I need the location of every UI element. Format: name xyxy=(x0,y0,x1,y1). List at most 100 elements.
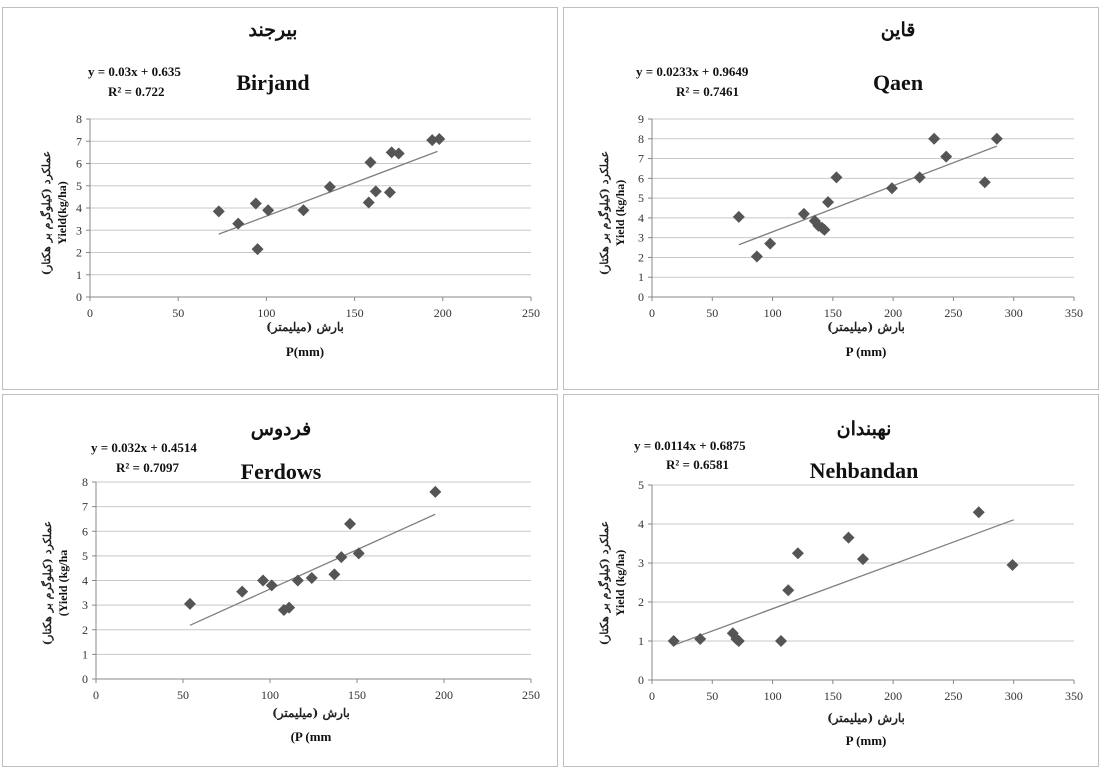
x-tick-label: 350 xyxy=(1065,689,1083,703)
trendline xyxy=(673,519,1014,646)
r-squared-label: R² = 0.722 xyxy=(108,84,164,99)
chart-title-fa: فردوس xyxy=(251,418,311,440)
trendline-equation: y = 0.032x + 0.4514 xyxy=(91,440,197,455)
y-tick-label: 5 xyxy=(82,549,88,563)
data-point xyxy=(913,171,926,184)
data-point xyxy=(732,635,745,647)
data-point xyxy=(283,601,296,614)
x-tick-label: 300 xyxy=(1005,306,1023,320)
data-point xyxy=(352,547,365,560)
data-point xyxy=(429,485,442,498)
y-tick-label: 3 xyxy=(638,231,644,245)
y-tick-label: 4 xyxy=(638,517,644,531)
data-point xyxy=(822,196,835,209)
y-tick-label: 3 xyxy=(76,223,82,237)
data-point xyxy=(249,197,262,210)
r-squared-label: R² = 0.7097 xyxy=(116,460,179,475)
y-tick-label: 4 xyxy=(638,211,644,225)
y-axis-label: Yield (kg/ha) xyxy=(613,180,627,247)
chart-panel-ferdows: فردوس Ferdows y = 0.032x + 0.4514 R² = 0.70… xyxy=(2,394,558,767)
data-point xyxy=(990,132,1003,145)
data-point xyxy=(694,633,707,646)
data-point xyxy=(750,250,763,263)
trendline xyxy=(189,513,436,626)
data-point xyxy=(775,635,788,647)
x-tick-label: 300 xyxy=(1005,689,1023,703)
y-axis-label-fa: عملکرد (کیلوگرم بر هکتار) xyxy=(40,521,54,646)
y-tick-label: 4 xyxy=(76,201,82,215)
data-point xyxy=(335,551,348,564)
data-point xyxy=(277,604,290,617)
x-axis-label: P (mm) xyxy=(846,733,887,748)
data-point xyxy=(797,207,810,220)
data-point xyxy=(364,156,377,169)
data-point xyxy=(183,597,196,610)
y-tick-label: 1 xyxy=(638,634,644,648)
x-tick-label: 250 xyxy=(522,688,540,702)
data-point xyxy=(297,204,310,217)
data-point xyxy=(830,171,843,184)
x-tick-label: 350 xyxy=(1065,306,1083,320)
y-axis-label-fa: عملکرد (کیلوگرم بر هکتار) xyxy=(597,151,611,276)
y-tick-label: 0 xyxy=(638,290,644,304)
x-tick-label: 50 xyxy=(172,306,184,320)
x-tick-label: 100 xyxy=(764,306,782,320)
chart-svg-ferdows: فردوس Ferdows y = 0.032x + 0.4514 R² = 0.70… xyxy=(40,418,540,744)
data-point xyxy=(383,186,396,199)
r-squared-label: R² = 0.6581 xyxy=(666,457,729,472)
data-point xyxy=(328,568,341,581)
x-tick-label: 150 xyxy=(824,689,842,703)
y-tick-label: 2 xyxy=(82,623,88,637)
y-axis-label-fa: عملکرد (کیلوگرم بر هکتار) xyxy=(597,521,611,646)
y-tick-label: 7 xyxy=(82,500,88,514)
y-tick-label: 8 xyxy=(638,132,644,146)
data-point xyxy=(978,176,991,189)
data-point xyxy=(928,132,941,145)
trendline-equation: y = 0.03x + 0.635 xyxy=(88,64,181,79)
x-axis-label-fa: بارش (میلیمتر) xyxy=(827,711,905,726)
y-tick-label: 6 xyxy=(82,524,88,538)
x-tick-label: 200 xyxy=(434,306,452,320)
x-tick-label: 200 xyxy=(884,689,902,703)
x-tick-label: 150 xyxy=(824,306,842,320)
data-point xyxy=(344,517,357,530)
y-tick-label: 0 xyxy=(82,672,88,686)
r-squared-label: R² = 0.7461 xyxy=(676,84,739,99)
y-tick-label: 5 xyxy=(638,191,644,205)
trendline xyxy=(218,150,438,235)
data-point xyxy=(369,185,382,198)
chart-svg-birjand: بیرجند Birjand y = 0.03x + 0.635 R² = 0.722… xyxy=(39,19,540,359)
data-point xyxy=(291,574,304,587)
y-tick-label: 1 xyxy=(638,270,644,284)
x-tick-label: 250 xyxy=(944,306,962,320)
chart-title: Birjand xyxy=(236,70,309,95)
data-point xyxy=(251,243,264,256)
y-tick-label: 0 xyxy=(76,290,82,304)
data-point xyxy=(392,147,405,160)
x-axis-label: P (mm) xyxy=(846,344,887,359)
x-tick-label: 0 xyxy=(649,306,655,320)
trendline-equation: y = 0.0114x + 0.6875 xyxy=(634,438,746,453)
chart-title: Ferdows xyxy=(241,459,322,484)
x-tick-label: 50 xyxy=(706,689,718,703)
chart-title: Nehbandan xyxy=(810,458,919,483)
y-tick-label: 7 xyxy=(76,134,82,148)
x-tick-label: 150 xyxy=(346,306,364,320)
data-point xyxy=(782,584,795,597)
x-tick-label: 50 xyxy=(177,688,189,702)
data-point xyxy=(791,547,804,560)
x-tick-label: 0 xyxy=(93,688,99,702)
data-point xyxy=(362,196,375,209)
x-tick-label: 200 xyxy=(435,688,453,702)
data-point xyxy=(857,553,869,566)
y-tick-label: 2 xyxy=(638,250,644,264)
x-tick-label: 0 xyxy=(649,689,655,703)
y-tick-label: 8 xyxy=(76,112,82,126)
data-point xyxy=(232,217,245,230)
x-tick-label: 250 xyxy=(522,306,540,320)
chart-panel-nehbandan: نهبندان Nehbandan y = 0.0114x + 0.6875 R² =… xyxy=(563,394,1099,767)
y-tick-label: 1 xyxy=(82,647,88,661)
x-tick-label: 100 xyxy=(257,306,275,320)
x-tick-label: 150 xyxy=(348,688,366,702)
trendline-equation: y = 0.0233x + 0.9649 xyxy=(636,64,749,79)
